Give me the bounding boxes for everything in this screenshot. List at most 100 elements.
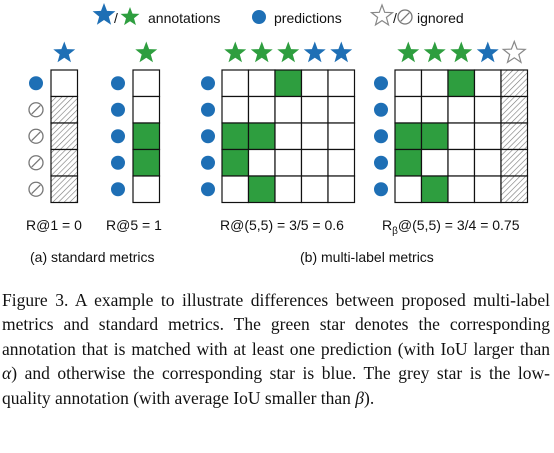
rb55-star-1-green [397,41,420,63]
r55-star-5-blue [330,41,353,63]
panel-r55 [201,41,356,204]
r55-cell-r5-c2-green [247,175,276,204]
r55-cell-r5-c1-empty [221,175,250,204]
rb55-cell-r2-c5-hatch [500,95,529,124]
r55-prediction-3 [201,129,215,144]
r55-cell-r3-c1-green [221,122,250,151]
r55-cell-r1-c3-green [274,69,303,98]
rb55-cell-r1-c1-empty [394,69,423,98]
legend-star-grey [369,3,395,27]
rb55-cell-r5-c2-green [420,175,449,204]
r55-cell-r1-c5-empty [327,69,356,98]
rb55-prediction-1 [374,76,388,91]
r1-cell-r5-c1-hatch [50,175,79,204]
figure-diagram: / annotations predictions / ignored R@1 … [26,3,529,265]
rb55-prediction-5 [374,182,388,197]
rb55-prediction-4 [374,155,388,170]
r1-cell-r1-c1-empty [50,69,79,98]
legend-star-grey-icon [369,3,395,27]
metric-r5: R@5 = 1 [106,217,162,233]
r5-prediction-4 [111,155,125,170]
rb55-star-4-blue [476,41,499,63]
rb55-cell-r4-c5-hatch [500,148,529,177]
rb55-cell-r5-c3-empty [447,175,476,204]
r55-cell-r2-c2-empty [247,95,276,124]
r5-cell-r5-c1-empty [132,175,161,204]
legend-ignored-icon [397,9,413,25]
r55-cell-r2-c5-empty [327,95,356,124]
r55-prediction-1 [201,76,215,91]
r1-ignored-4 [28,155,44,171]
rb55-cell-r4-c1-green [394,148,423,177]
r55-cell-r2-c1-empty [221,95,250,124]
r5-prediction-3 [111,129,125,144]
r55-cell-r4-c3-empty [274,148,303,177]
r5-cell-r3-c1-green [132,122,161,151]
r55-star-4-blue [303,41,326,63]
r55-cell-r5-c3-empty [274,175,303,204]
rb55-cell-r4-c4-empty [473,148,502,177]
r5-cell-r2-c1-empty [132,95,161,124]
metric-r1: R@1 = 0 [26,217,82,233]
rb55-cell-r2-c2-empty [420,95,449,124]
rb55-cell-r4-c3-empty [447,148,476,177]
legend-ignored-label: ignored [417,10,464,26]
r55-cell-r3-c2-green [247,122,276,151]
r55-star-2-green [250,41,273,63]
rb55-cell-r1-c5-hatch [500,69,529,98]
r5-cell-r1-c1-empty [132,69,161,98]
rb55-cell-r2-c3-empty [447,95,476,124]
rb55-cell-r3-c2-green [420,122,449,151]
r5-star-1-green [135,41,158,63]
r55-cell-r1-c1-empty [221,69,250,98]
r55-cell-r5-c4-empty [300,175,329,204]
legend-star-blue-icon [92,3,116,25]
r55-prediction-5 [201,182,215,197]
rb55-star-2-green [423,41,446,63]
r55-cell-r4-c4-empty [300,148,329,177]
panel-rb55 [374,39,529,204]
legend-star-green-icon [120,7,140,26]
r5-cell-r4-c1-green [132,148,161,177]
r1-cell-r4-c1-hatch [50,148,79,177]
legend-prediction-icon [252,10,266,24]
r55-cell-r3-c5-empty [327,122,356,151]
r55-cell-r2-c3-empty [274,95,303,124]
r55-prediction-2 [201,102,215,117]
r5-prediction-5 [111,182,125,197]
r55-prediction-4 [201,155,215,170]
r1-ignored-2 [28,102,44,118]
rb55-cell-r5-c5-hatch [500,175,529,204]
legend-slash: / [114,10,118,26]
r55-cell-r1-c4-empty [300,69,329,98]
r55-star-1-green [224,41,247,63]
rb55-star-5-grey [501,39,527,64]
r1-cell-r3-c1-hatch [50,122,79,151]
panel-r5 [111,41,161,204]
legend-ignored-circle [397,9,413,25]
r55-cell-r4-c5-empty [327,148,356,177]
rb55-cell-r2-c4-empty [473,95,502,124]
rb55-cell-r5-c4-empty [473,175,502,204]
metric-rb55: Rβ@(5,5) = 3/4 = 0.75 [382,217,520,237]
rb55-cell-r1-c2-empty [420,69,449,98]
r1-ignored-3 [28,128,44,144]
sublabel-a: (a) standard metrics [30,249,154,265]
rb55-cell-r4-c2-empty [420,148,449,177]
r55-cell-r2-c4-empty [300,95,329,124]
legend-annotations-label: annotations [148,10,220,26]
panel-r1 [28,41,79,204]
legend-star-blue [92,3,116,25]
rb55-cell-r3-c3-empty [447,122,476,151]
rb55-prediction-2 [374,102,388,117]
rb55-cell-r2-c1-empty [394,95,423,124]
r5-prediction-2 [111,102,125,117]
legend-star-green [120,7,140,26]
rb55-cell-r3-c1-green [394,122,423,151]
r1-ignored-5 [28,181,44,197]
rb55-star-3-green [450,41,473,63]
r55-cell-r4-c2-empty [247,148,276,177]
metric-r55: R@(5,5) = 3/5 = 0.6 [220,217,344,233]
rb55-cell-r1-c4-empty [473,69,502,98]
legend: / annotations predictions / ignored [92,3,464,27]
